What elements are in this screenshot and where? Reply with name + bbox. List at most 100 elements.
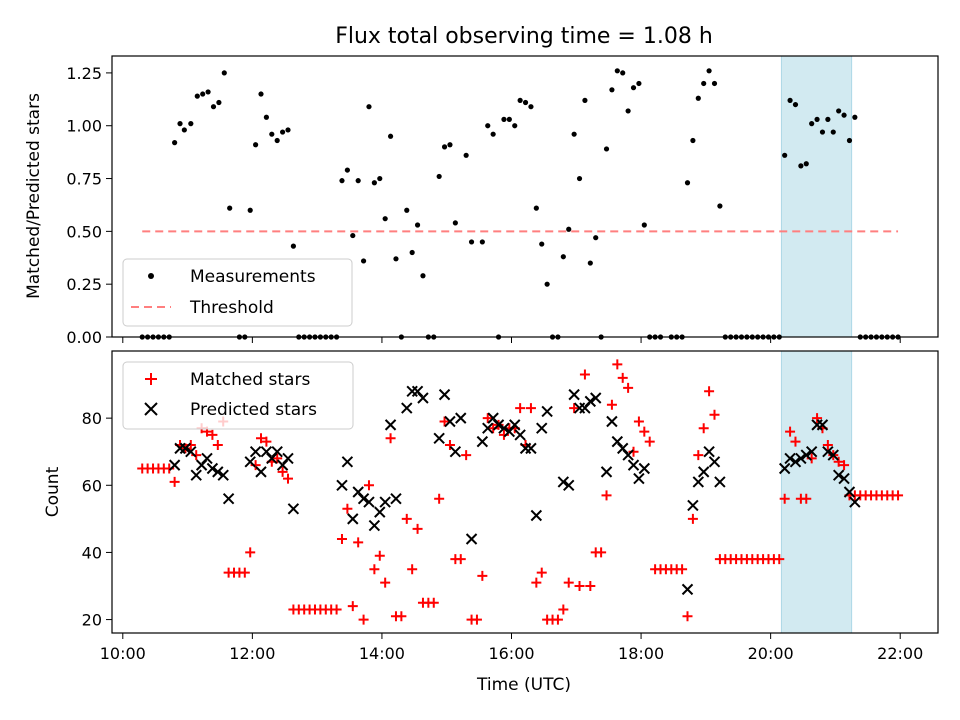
measurement-point: 13:23 → 0.74 xyxy=(339,178,345,184)
matched-point: 17:33 → 84 xyxy=(606,399,617,410)
x-tick-label: 14:00 xyxy=(359,644,405,663)
legend-threshold: Threshold xyxy=(189,298,274,318)
measurement-point: 16:53 → 0.51 xyxy=(566,226,572,232)
bottom-axis-ticks: 10:00 12:00 14:00 16:00 18:00 20:00 22:00 20 40 6… xyxy=(82,409,924,663)
measurement-point: 17:18 → 0.47 xyxy=(593,235,599,241)
predicted-point: 18:48 → 54 xyxy=(687,499,699,512)
measurement-point: 14:53 → 0.76 xyxy=(436,173,442,180)
legend-matched: Matched stars xyxy=(190,370,310,390)
measurement-point: 14:58 → 0.9 xyxy=(441,144,448,150)
measurement-point: 15:33 → 0.45 xyxy=(479,239,485,245)
predicted-point: 14:13 → 56 xyxy=(390,493,402,505)
measurement-point: 10:57 → 0.98 xyxy=(181,127,187,133)
matched-point: 13:33 → 24 xyxy=(347,601,358,612)
matched-point: 18:08 → 73 xyxy=(644,436,655,447)
measurement-point: 14:08 → 0.95 xyxy=(387,133,394,139)
predicted-point: 18:43 → 29 xyxy=(681,583,694,596)
measurement-point: 13:58 → 0.75 xyxy=(377,175,383,182)
matched-point: 20:33 → 56 xyxy=(801,493,812,504)
matched-point: 14:23 → 50 xyxy=(401,513,412,524)
measurement-point: 16:18 → 1.09 xyxy=(528,104,534,110)
predicted-point: 13:48 → 55 xyxy=(363,496,375,508)
measurement-point: 15:43 → 0.96 xyxy=(490,131,496,137)
matched-point: 20:53 → 72 xyxy=(822,440,833,450)
matched-point: 11:58 → 40 xyxy=(245,547,256,558)
x-tick-label: 18:00 xyxy=(618,644,664,663)
predicted-point: 15:08 → 70 xyxy=(449,446,462,458)
y-tick-label: 0.25 xyxy=(66,275,102,294)
matched-point: 12:33 → 62 xyxy=(282,473,293,484)
matched-point: 15:33 → 33 xyxy=(477,570,488,581)
predicted-point: 18:53 → 61 xyxy=(692,476,705,488)
matched-point: 20:43 → 80 xyxy=(812,413,823,424)
measurement-point: 15:18 → 0.86 xyxy=(463,152,469,158)
y-tick-label: 60 xyxy=(82,476,102,495)
measurement-point: 19:13 → 0.62 xyxy=(717,203,723,209)
predicted-point: 15:13 → 80 xyxy=(455,412,467,424)
predicted-point: 16:58 → 87 xyxy=(568,388,580,401)
y-tick-label: 20 xyxy=(82,611,102,630)
matched-point: 16:08 → 83 xyxy=(515,403,526,414)
predicted-point: 15:23 → 44 xyxy=(465,533,478,545)
x-tick-label: 20:00 xyxy=(748,644,794,663)
predicted-point: 15:03 → 79 xyxy=(444,415,456,428)
predicted-point: 21:03 → 63 xyxy=(832,469,845,481)
predicted-point: 14:08 → 78 xyxy=(384,419,397,431)
measurement-point: 11:03 → 1.01 xyxy=(188,121,194,127)
matched-point: 20:23 → 73 xyxy=(790,436,801,447)
predicted-point: 11:33 → 63 xyxy=(217,469,229,481)
measurement-point: 16:33 → 0.25 xyxy=(544,281,550,287)
measurement-point: 16:58 → 0.96 xyxy=(571,131,577,137)
matched-point: 14:58 → 79 xyxy=(439,416,450,427)
measurement-point: 11:19 → 1.16 xyxy=(205,89,211,95)
predicted-point: 19:03 → 70 xyxy=(703,446,715,458)
measurement-point: 17:48 → 1.07 xyxy=(625,108,631,114)
measurement-point: 14:13 → 0.37 xyxy=(393,256,399,262)
measurement-point: 10:53 → 1.01 xyxy=(177,121,183,127)
highlight-span xyxy=(780,350,853,634)
matched-point: 14:33 → 47 xyxy=(412,523,423,534)
predicted-point: 11:23 → 65 xyxy=(206,462,219,475)
measurement-point: 10:48 → 0.92 xyxy=(172,140,178,146)
measurement-point: 20:38 → 1.01 xyxy=(809,121,815,127)
measurement-point: 20:28 → 0.81 xyxy=(798,163,804,169)
predicted-point: 16:33 → 82 xyxy=(541,405,553,418)
matched-point: 13:43 → 20 xyxy=(358,614,369,625)
highlight-span xyxy=(780,55,853,338)
matched-point: 12:28 → 64 xyxy=(277,466,288,477)
measurement-point: 11:39 → 0.61 xyxy=(227,205,233,211)
measurement-point: 11:29 → 1.11 xyxy=(216,99,222,106)
measurement-point: 17:38 → 1.26 xyxy=(614,68,620,74)
predicted-point: 16:48 → 61 xyxy=(557,476,570,488)
matched-point: 15:38 → 80 xyxy=(482,413,493,424)
x-tick-label: 10:00 xyxy=(100,644,146,663)
predicted-point: 16:23 → 51 xyxy=(530,509,543,522)
predicted-point: 17:18 → 86 xyxy=(590,392,602,404)
measurement-point: 15:03 → 0.91 xyxy=(447,142,453,148)
predicted-point: 17:13 → 85 xyxy=(584,395,597,408)
measurement-point: 20:43 → 1.03 xyxy=(814,116,820,122)
measurement-point: 17:53 → 1.18 xyxy=(630,85,637,91)
x-tick-label: 16:00 xyxy=(488,644,534,663)
predicted-point: 14:53 → 74 xyxy=(433,432,445,444)
legend-x-icon xyxy=(144,402,158,416)
measurement-point: 13:48 → 1.09 xyxy=(366,104,372,110)
measurement-point: 12:18 → 0.96 xyxy=(269,131,275,137)
matched-point: 16:28 → 34 xyxy=(536,567,547,578)
legend-measurements: Measurements xyxy=(190,267,316,287)
y-tick-label: 1.25 xyxy=(66,64,102,83)
matched-point: 17:03 → 30 xyxy=(574,581,585,591)
measurement-point: 15:53 → 1.03 xyxy=(501,116,507,122)
measurement-point: 13:43 → 0.36 xyxy=(360,258,367,264)
y-tick-label: 1.00 xyxy=(66,117,102,136)
measurement-point: 11:09 → 1.14 xyxy=(194,93,200,99)
predicted-point: 15:38 → 77 xyxy=(482,422,494,434)
predicted-point: 20:48 → 78 xyxy=(816,419,829,431)
matched-point: 18:38 → 35 xyxy=(677,564,688,575)
measurement-point: 16:13 → 1.11 xyxy=(522,99,529,106)
measurement-point: 18:58 → 1.2 xyxy=(701,80,707,87)
bottom-panel: 10:00 12:00 14:00 16:00 18:00 20:00 22:00 20 40 6… xyxy=(43,350,939,695)
y-tick-label: 40 xyxy=(82,543,102,562)
y-tick-label: 0.75 xyxy=(66,170,102,189)
measurement-point: 20:33 → 0.82 xyxy=(803,161,809,167)
